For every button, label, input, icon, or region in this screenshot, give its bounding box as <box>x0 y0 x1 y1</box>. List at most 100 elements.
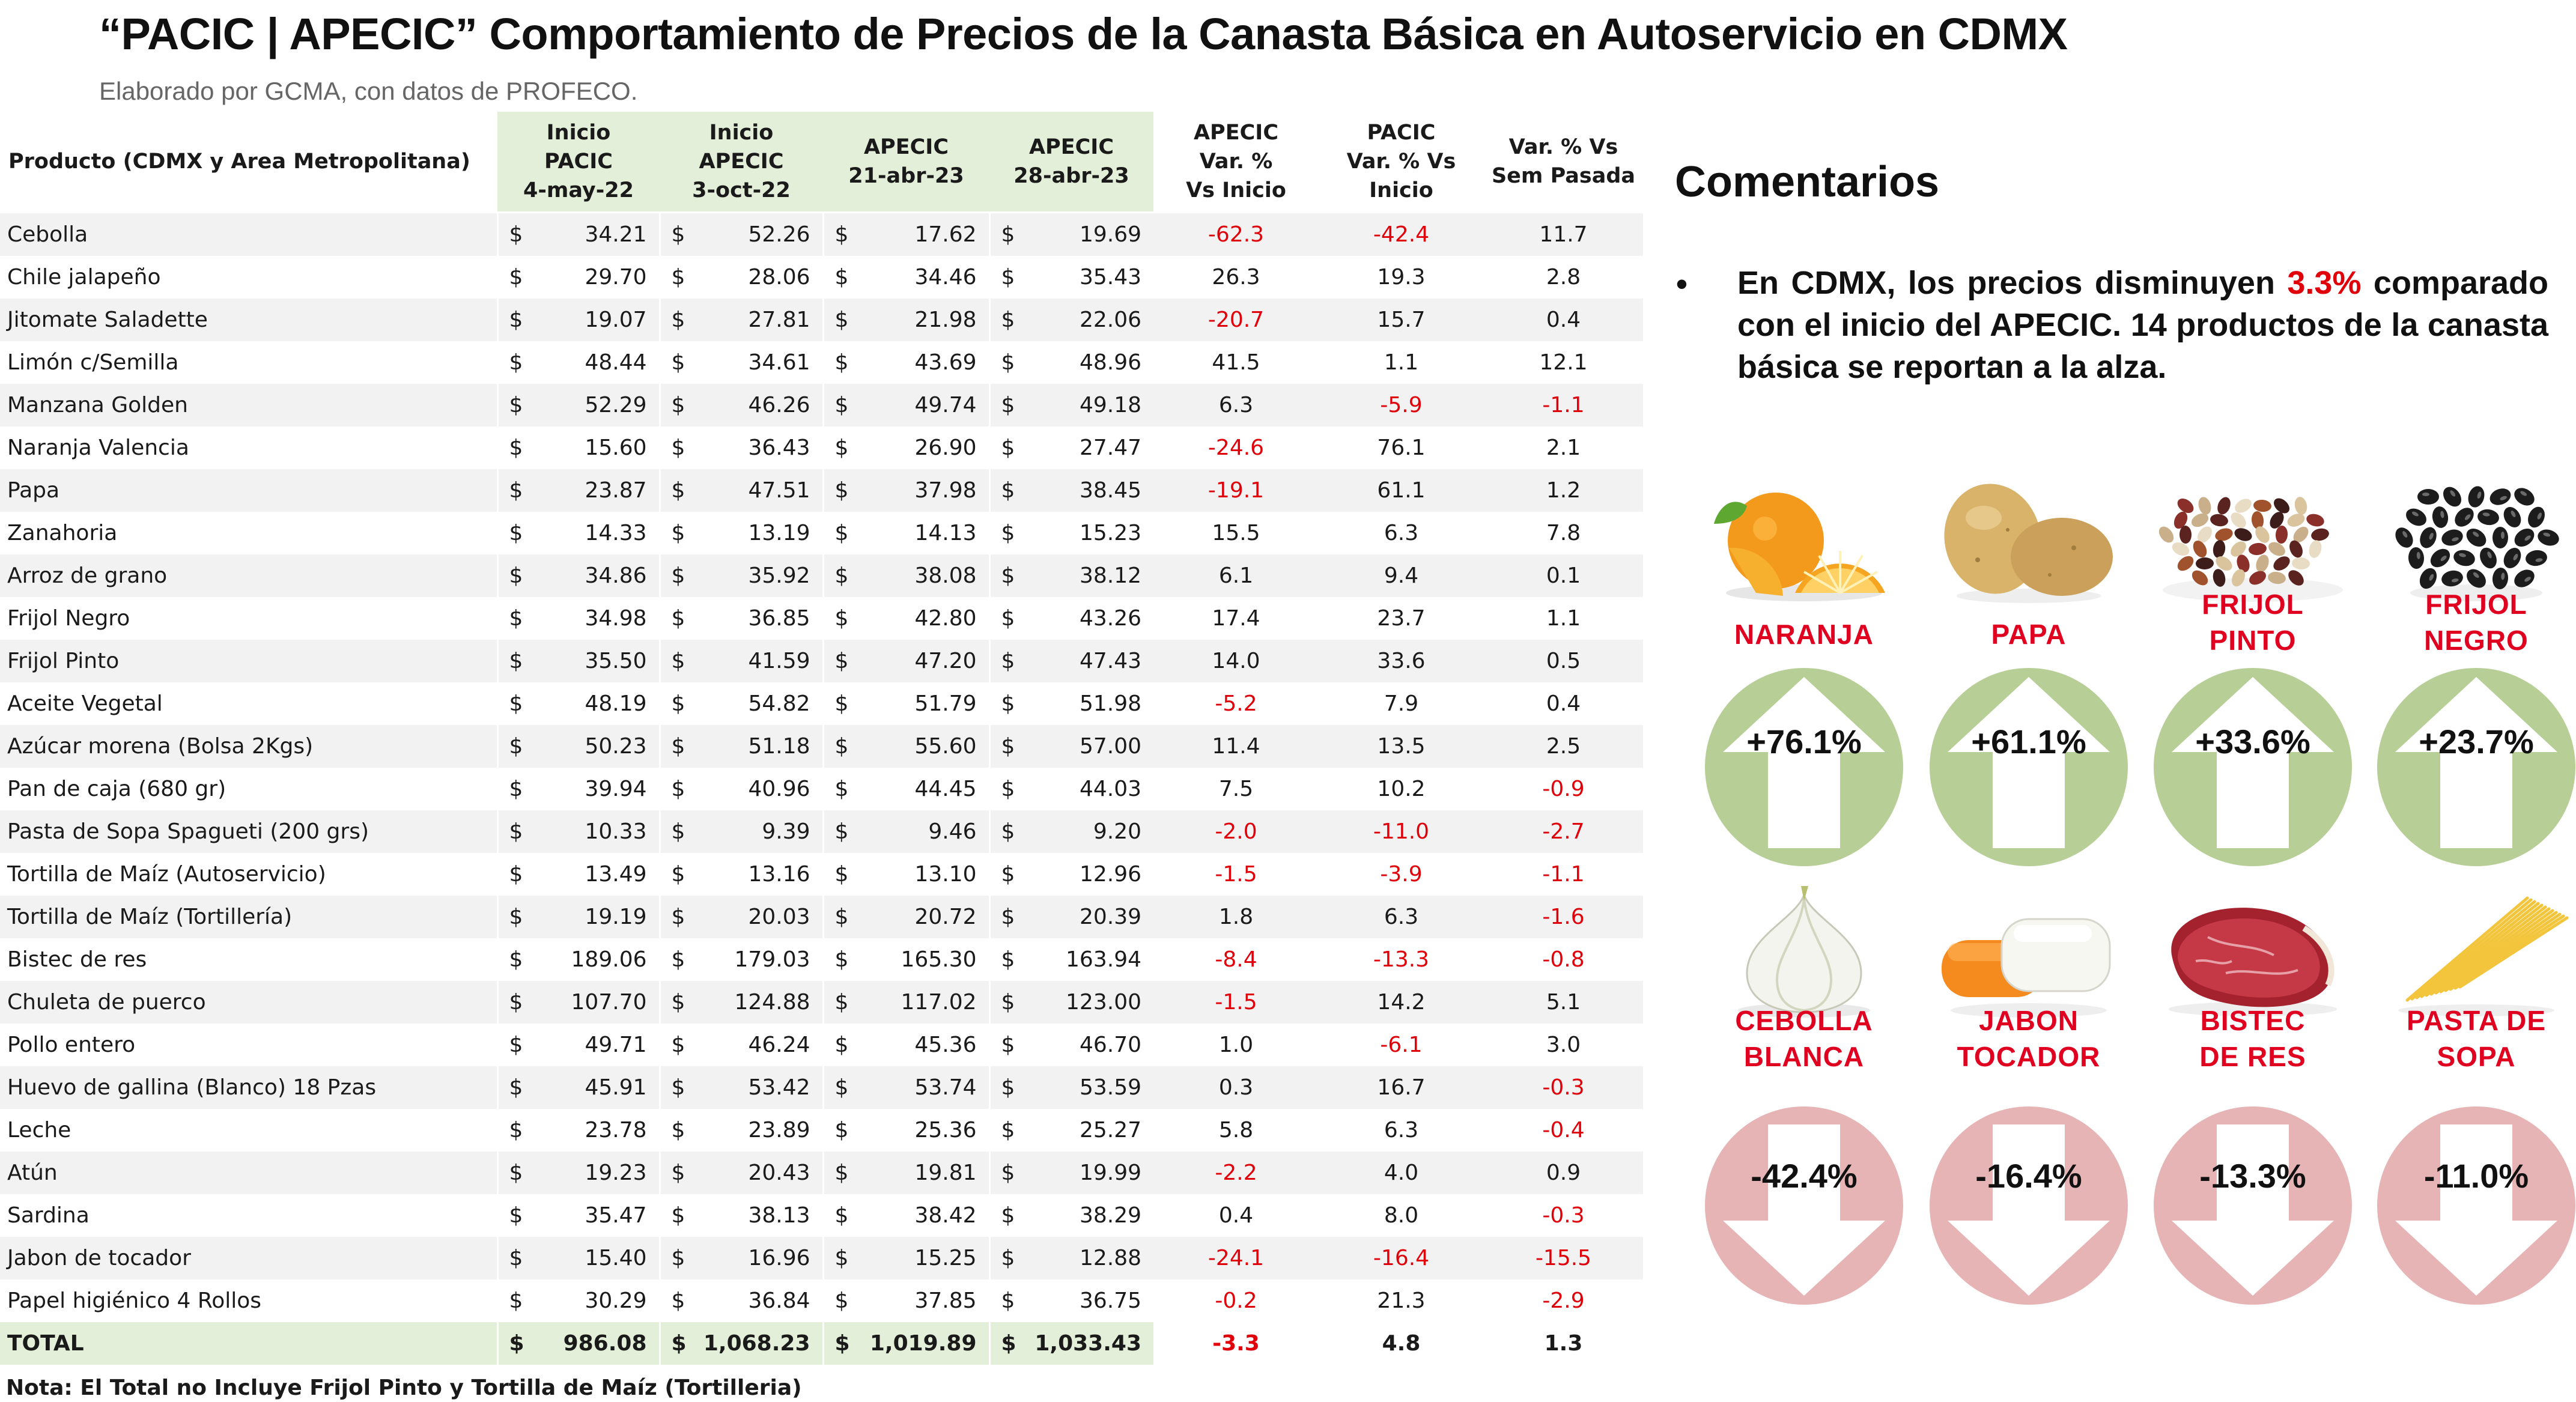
variation-cell: -5.2 <box>1153 682 1319 725</box>
product-label: BISTEC DE RES <box>2142 1003 2364 1075</box>
variation-cell: 5.8 <box>1153 1109 1319 1152</box>
price-value: $1,068.23 <box>661 1331 822 1356</box>
price-amount: 52.26 <box>748 222 810 247</box>
price-cell: $15.23 <box>988 512 1153 554</box>
price-amount: 39.94 <box>585 777 647 801</box>
price-value: $49.18 <box>991 393 1154 417</box>
currency-symbol: $ <box>671 1246 685 1270</box>
price-cell: $34.98 <box>496 597 660 640</box>
product-name: Pasta de Sopa Spagueti (200 grs) <box>0 810 497 853</box>
variation-cell: 15.5 <box>1153 512 1319 554</box>
arrow-up-icon <box>2154 668 2352 866</box>
currency-symbol: $ <box>834 222 849 247</box>
variation-cell: 2.8 <box>1484 256 1643 299</box>
price-value: $986.08 <box>499 1331 659 1356</box>
price-cell: $25.27 <box>988 1109 1153 1152</box>
variation-cell: 1.3 <box>1484 1322 1643 1365</box>
currency-symbol: $ <box>509 862 523 887</box>
product-name: Huevo de gallina (Blanco) 18 Pzas <box>0 1066 497 1109</box>
table-row: Pasta de Sopa Spagueti (200 grs) $10.33 $9… <box>0 810 1643 853</box>
currency-symbol: $ <box>834 435 849 460</box>
price-value: $27.47 <box>991 435 1154 460</box>
price-cell: $22.06 <box>988 299 1153 341</box>
price-amount: 52.29 <box>585 393 647 417</box>
price-amount: 986.08 <box>563 1331 647 1356</box>
price-amount: 36.85 <box>748 606 810 631</box>
price-value: $42.80 <box>824 606 989 631</box>
currency-symbol: $ <box>834 819 849 844</box>
price-amount: 34.46 <box>914 265 977 290</box>
price-value: $46.26 <box>661 393 822 417</box>
price-cell: $23.89 <box>658 1109 823 1152</box>
price-amount: 9.39 <box>762 819 810 844</box>
price-amount: 40.96 <box>748 777 810 801</box>
variation-cell: -1.1 <box>1484 384 1643 426</box>
price-cell: $12.88 <box>988 1237 1153 1279</box>
table-row: Atún $19.23 $20.43 $19.81 $19.99 -2.2 4.0 0.9 <box>0 1152 1643 1194</box>
price-amount: 48.19 <box>585 691 647 716</box>
price-amount: 25.36 <box>914 1118 977 1143</box>
price-amount: 34.86 <box>585 563 647 588</box>
table-row: Jabon de tocador $15.40 $16.96 $15.25 $12.88… <box>0 1237 1643 1279</box>
product-label-line: JABON <box>1978 1005 2079 1036</box>
variation-cell: 13.5 <box>1319 725 1484 768</box>
price-amount: 22.06 <box>1079 308 1141 332</box>
price-cell: $189.06 <box>496 938 660 981</box>
currency-symbol: $ <box>509 1118 523 1143</box>
price-cell: $48.96 <box>988 341 1153 384</box>
currency-symbol: $ <box>834 606 849 631</box>
variation-cell: 6.1 <box>1153 554 1319 597</box>
price-value: $23.89 <box>661 1118 822 1143</box>
product-name: Jitomate Saladette <box>0 299 497 341</box>
variation-cell: 7.5 <box>1153 768 1319 810</box>
price-cell: $38.29 <box>988 1194 1154 1237</box>
price-value: $9.20 <box>991 819 1154 844</box>
currency-symbol: $ <box>834 393 849 417</box>
product-label: PASTA DE SOPA <box>2365 1003 2576 1075</box>
variation-cell: 76.1 <box>1319 426 1484 469</box>
price-value: $38.29 <box>991 1203 1154 1228</box>
percent-change: -11.0% <box>2423 1157 2529 1195</box>
price-cell: $30.29 <box>496 1279 660 1322</box>
variation-cell: 8.0 <box>1319 1194 1484 1237</box>
column-header-line: 28-abr-23 <box>1013 164 1129 188</box>
product-name: Frijol Pinto <box>0 640 497 682</box>
price-cell: $48.19 <box>496 682 660 725</box>
table-row: Papa $23.87 $47.51 $37.98 $38.45 -19.1 61.1 1.2 <box>0 469 1643 512</box>
price-value: $124.88 <box>661 990 822 1015</box>
price-value: $165.30 <box>824 947 989 972</box>
variation-cell: 1.8 <box>1153 896 1319 938</box>
black-beans-icon <box>2395 486 2559 601</box>
price-value: $34.98 <box>499 606 659 631</box>
price-amount: 44.45 <box>914 777 977 801</box>
currency-symbol: $ <box>671 393 685 417</box>
price-value: $52.29 <box>499 393 659 417</box>
price-amount: 35.50 <box>585 649 647 673</box>
price-value: $163.94 <box>991 947 1154 972</box>
price-cell: $15.25 <box>822 1237 989 1279</box>
product-label-line: CEBOLLA <box>1735 1005 1873 1036</box>
variation-cell: -0.4 <box>1484 1109 1643 1152</box>
variation-cell: -3.9 <box>1319 853 1484 896</box>
product-name: Cebolla <box>0 212 497 256</box>
column-header-line: 4-may-22 <box>523 178 634 203</box>
price-cell: $55.60 <box>822 725 989 768</box>
table-row: Bistec de res $189.06 $179.03 $165.30 $163.9… <box>0 938 1643 981</box>
currency-symbol: $ <box>509 905 523 929</box>
price-cell: $19.69 <box>988 212 1153 256</box>
comment-text: En CDMX, los precios disminuyen 3.3% com… <box>1737 262 2548 389</box>
currency-symbol: $ <box>834 777 849 801</box>
page-title: “PACIC | APECIC” Comportamiento de Preci… <box>99 9 2068 59</box>
price-amount: 38.08 <box>914 563 977 588</box>
column-header-6: PACIC Var. % Vs Inicio <box>1319 112 1484 213</box>
price-value: $21.98 <box>824 308 989 332</box>
price-amount: 163.94 <box>1066 947 1141 972</box>
variation-cell: 4.8 <box>1319 1322 1484 1365</box>
price-amount: 53.42 <box>748 1075 810 1100</box>
variation-cell: -19.1 <box>1153 469 1319 512</box>
price-value: $38.12 <box>991 563 1154 588</box>
price-cell: $1,068.23 <box>658 1322 823 1365</box>
price-cell: $52.26 <box>658 212 823 256</box>
table-row: Azúcar morena (Bolsa 2Kgs) $50.23 $51.18 $5… <box>0 725 1643 768</box>
price-cell: $20.72 <box>822 896 989 938</box>
